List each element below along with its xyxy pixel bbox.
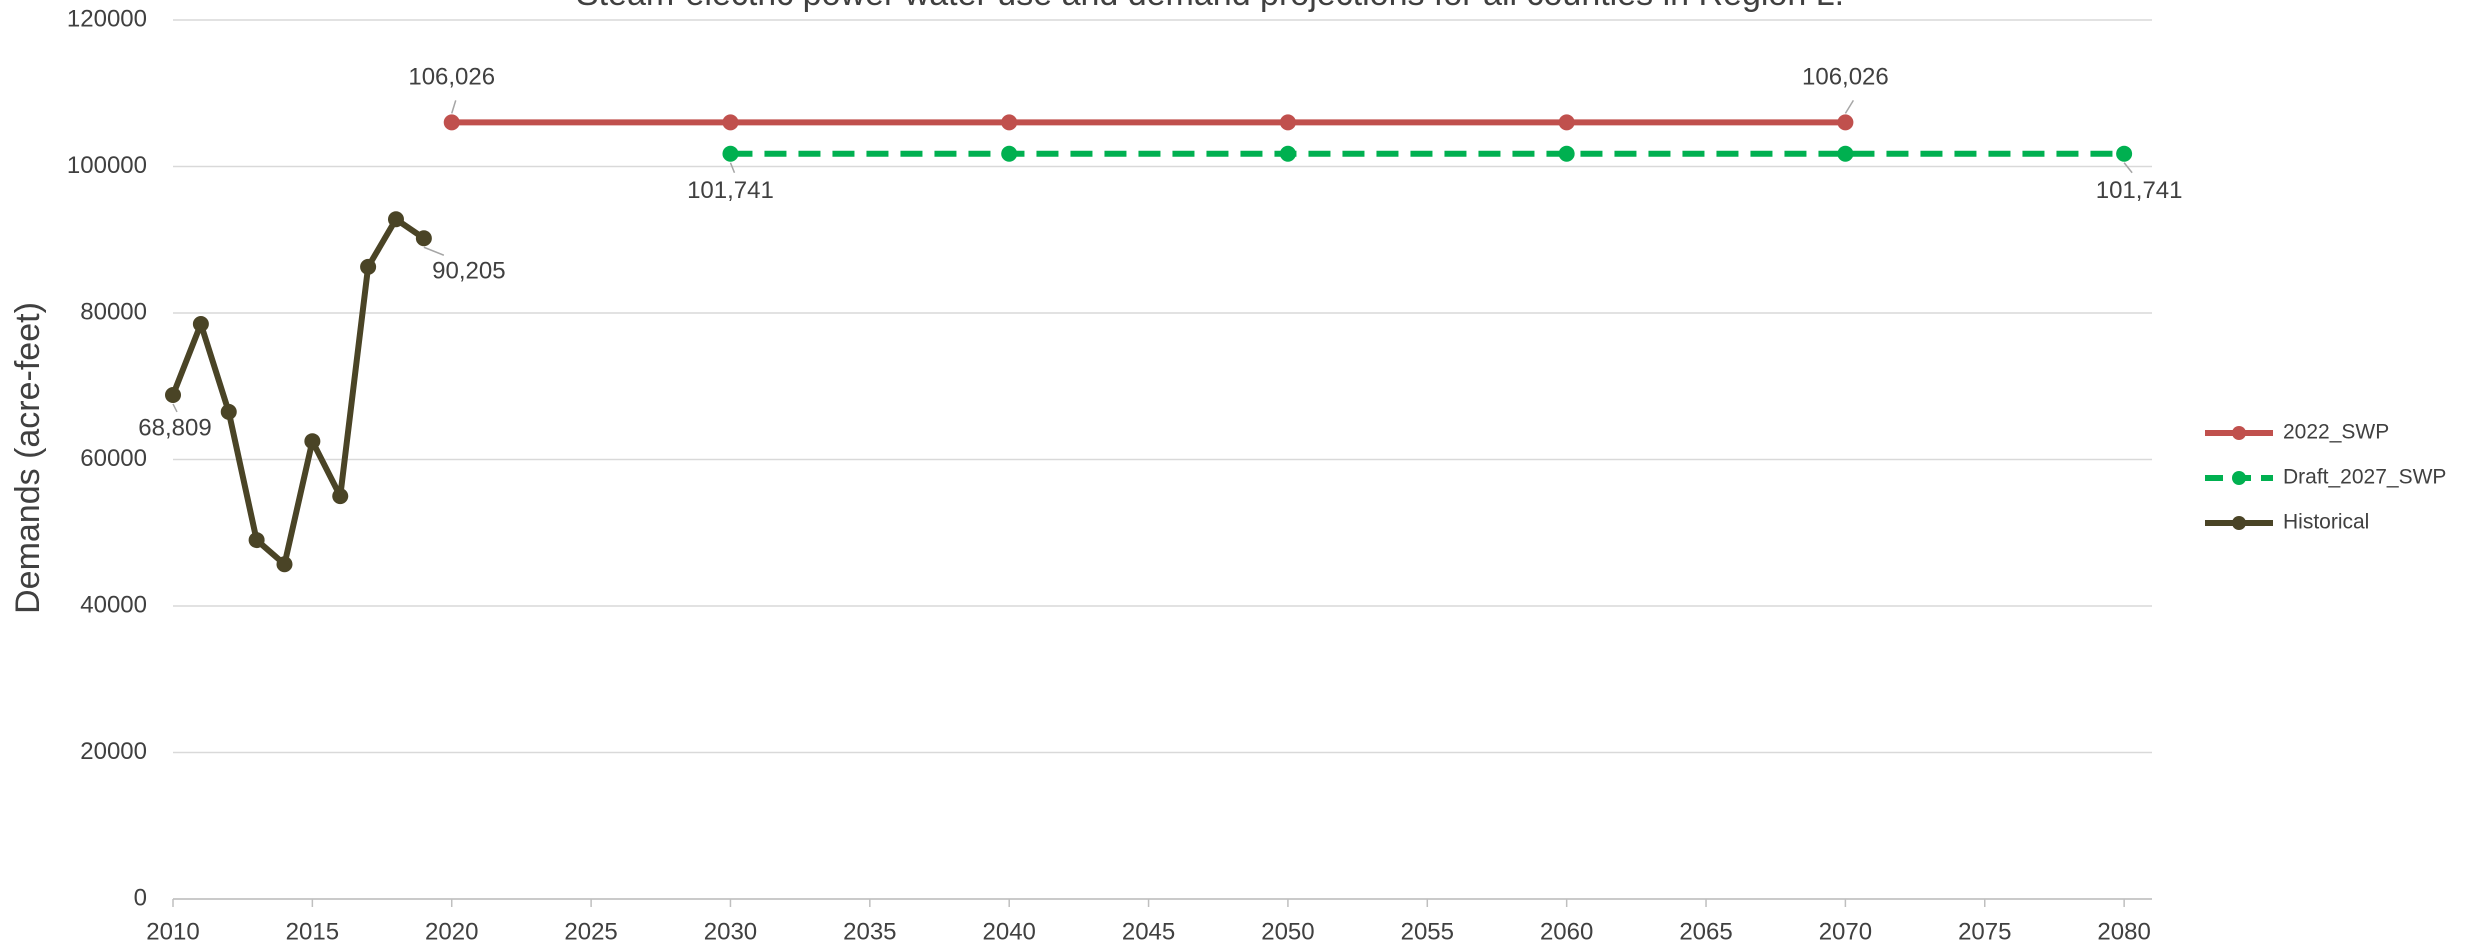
data-point [722,145,739,162]
y-tick-label: 80000 [80,298,147,325]
data-point [443,114,460,131]
x-tick-label: 2065 [1679,918,1732,945]
data-point [722,114,739,131]
y-tick-label: 100000 [67,152,147,179]
data-point [1279,114,1296,131]
data-point [1837,114,1854,131]
data-point [2116,145,2133,162]
data-label: 106,026 [1802,64,1889,91]
data-point [1001,114,1018,131]
data-label: 101,741 [2096,177,2183,204]
label-leader [2123,162,2133,174]
data-label: 90,205 [432,258,505,285]
x-tick-label: 2035 [843,918,896,945]
legend-marker [2232,426,2246,440]
y-tick-label: 40000 [80,591,147,618]
data-point [360,258,377,275]
label-leader [729,162,736,174]
y-axis-title: Demands (acre-feet) [9,302,47,614]
data-point [248,532,265,549]
label-leader [1844,99,1855,114]
x-tick-label: 2050 [1261,918,1314,945]
x-tick-label: 2055 [1401,918,1454,945]
data-point [1837,145,1854,162]
data-label: 68,809 [138,414,211,441]
x-tick-label: 2015 [286,918,339,945]
data-point [1558,145,1575,162]
data-point [304,433,321,450]
data-point [1279,145,1296,162]
y-tick-label: 0 [134,884,147,911]
data-point [220,403,237,420]
label-leader [451,100,457,114]
x-tick-label: 2060 [1540,918,1593,945]
data-point [332,488,349,505]
legend-label: Historical [2283,511,2369,534]
x-tick-label: 2045 [1122,918,1175,945]
legend-label: 2022_SWP [2283,421,2389,444]
x-tick-label: 2080 [2097,918,2150,945]
data-point [387,211,404,228]
x-tick-label: 2010 [146,918,199,945]
x-tick-label: 2025 [564,918,617,945]
data-point [276,556,293,573]
data-point [192,315,209,332]
data-point [1001,145,1018,162]
data-label: 101,741 [687,177,774,204]
y-tick-label: 120000 [67,5,147,32]
legend-marker [2232,471,2246,485]
x-tick-label: 2040 [983,918,1036,945]
legend-marker [2232,516,2246,530]
x-tick-label: 2075 [1958,918,2011,945]
label-leader [172,403,178,413]
data-point [415,230,432,247]
series-line [170,216,426,568]
y-tick-label: 60000 [80,445,147,472]
data-point [1558,114,1575,131]
x-tick-label: 2030 [704,918,757,945]
legend-label: Draft_2027_SWP [2283,466,2446,489]
data-label: 106,026 [408,64,495,91]
x-tick-label: 2020 [425,918,478,945]
label-leader [423,246,445,256]
y-tick-label: 20000 [80,738,147,765]
data-point [165,386,181,403]
x-tick-label: 2070 [1819,918,1872,945]
chart-title: Steam-electric power water use and deman… [576,0,1844,13]
